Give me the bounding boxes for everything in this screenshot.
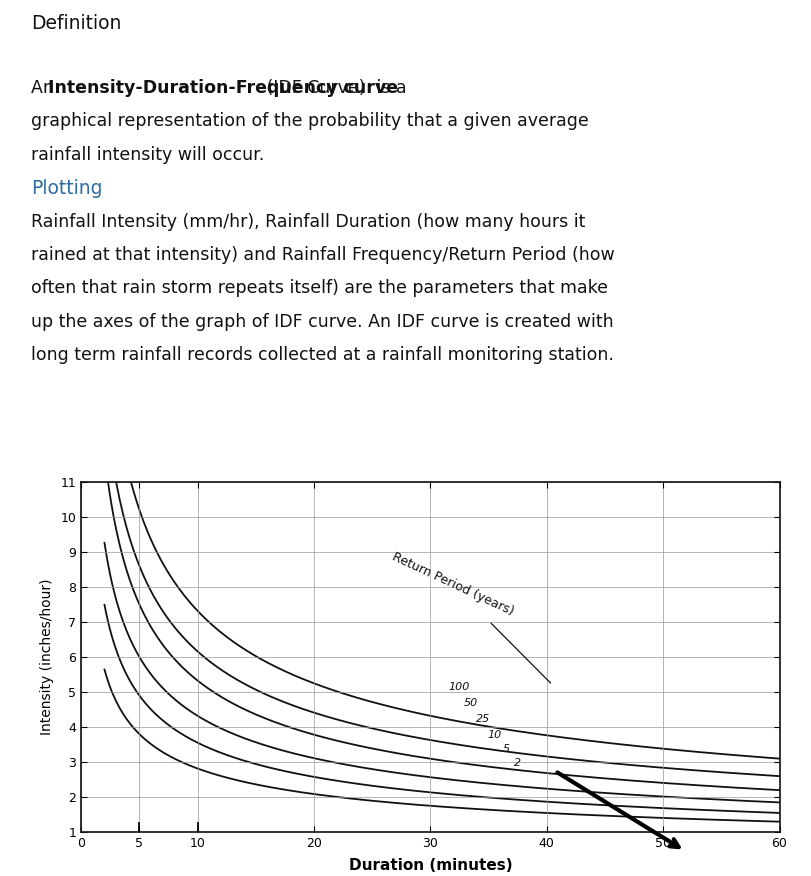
Text: Definition: Definition: [31, 14, 121, 33]
Text: 50: 50: [463, 698, 478, 709]
Text: often that rain storm repeats itself) are the parameters that make: often that rain storm repeats itself) ar…: [31, 279, 607, 298]
Text: Rainfall Intensity (mm/hr), Rainfall Duration (how many hours it: Rainfall Intensity (mm/hr), Rainfall Dur…: [31, 213, 585, 230]
Text: 2: 2: [513, 758, 521, 768]
Text: An: An: [31, 79, 59, 97]
Y-axis label: Intensity (inches/hour): Intensity (inches/hour): [40, 579, 54, 735]
Text: graphical representation of the probability that a given average: graphical representation of the probabil…: [31, 112, 588, 131]
Text: rained at that intensity) and Rainfall Frequency/Return Period (how: rained at that intensity) and Rainfall F…: [31, 246, 614, 264]
X-axis label: Duration (minutes): Duration (minutes): [348, 858, 512, 873]
Text: (IDF Curve)  is a: (IDF Curve) is a: [261, 79, 406, 97]
Text: Return Period (years): Return Period (years): [389, 551, 550, 683]
Text: 5: 5: [502, 744, 509, 754]
Text: Plotting: Plotting: [31, 180, 102, 198]
Text: 100: 100: [448, 682, 470, 692]
Text: long term rainfall records collected at a rainfall monitoring station.: long term rainfall records collected at …: [31, 346, 613, 364]
Text: 25: 25: [475, 714, 489, 724]
Text: up the axes of the graph of IDF curve. An IDF curve is created with: up the axes of the graph of IDF curve. A…: [31, 313, 613, 331]
Text: rainfall intensity will occur.: rainfall intensity will occur.: [31, 145, 264, 164]
Text: Intensity-Duration-Frequency curve: Intensity-Duration-Frequency curve: [48, 79, 397, 97]
Text: 10: 10: [487, 730, 501, 740]
